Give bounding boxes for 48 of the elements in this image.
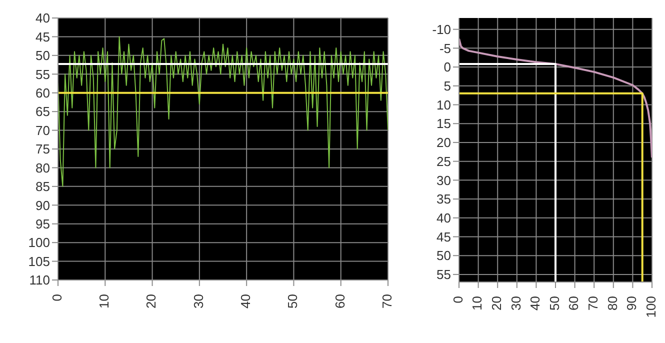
x-tick-label: 0 [49, 294, 64, 302]
x-tick-label: 70 [586, 296, 601, 310]
y-tick-label: 90 [36, 198, 50, 213]
x-tick-label: 80 [604, 296, 620, 310]
y-tick-label: 25 [436, 154, 451, 169]
y-tick-label: 10 [436, 97, 451, 112]
y-tick-label: -5 [439, 40, 451, 56]
y-tick-label: 85 [36, 179, 50, 194]
x-tick-label: 20 [144, 294, 159, 308]
y-tick-label: 75 [36, 142, 50, 157]
y-tick-label: 110 [29, 272, 50, 288]
y-tick-label: 15 [436, 116, 451, 132]
y-tick-label: 105 [28, 254, 50, 269]
x-tick-label: 30 [190, 294, 206, 308]
y-tick-label: 40 [436, 210, 451, 226]
x-tick-label: 100 [643, 296, 658, 318]
x-tick-label: 70 [379, 294, 394, 308]
y-tick-label: 0 [444, 60, 451, 75]
y-tick-label: 70 [36, 122, 50, 138]
y-tick-label: 50 [436, 248, 451, 264]
x-tick-label: 30 [508, 296, 524, 310]
y-tick-label: 55 [436, 267, 451, 282]
x-tick-label: 10 [470, 296, 485, 310]
x-tick-label: 50 [285, 294, 300, 308]
y-tick-label: 100 [28, 235, 50, 250]
y-tick-label: 55 [36, 66, 50, 82]
x-tick-label: 40 [238, 294, 254, 308]
y-tick-label: 30 [436, 172, 451, 188]
y-tick-label: 40 [36, 10, 50, 26]
x-tick-label: 20 [489, 296, 504, 310]
y-tick-label: 95 [36, 216, 50, 232]
y-tick-label: 45 [36, 29, 50, 44]
y-tick-label: 50 [36, 48, 50, 64]
y-tick-label: 80 [36, 160, 50, 176]
x-tick-label: 90 [624, 296, 640, 310]
x-tick-label: 60 [332, 294, 348, 308]
x-tick-label: 50 [546, 296, 562, 310]
y-tick-label: 20 [436, 135, 451, 150]
y-tick-label: 45 [436, 229, 451, 244]
y-tick-label: 65 [36, 104, 50, 120]
x-tick-label: 0 [450, 296, 466, 304]
x-tick-label: 10 [96, 294, 112, 308]
x-tick-label: 40 [528, 296, 543, 310]
y-tick-label: 60 [36, 85, 50, 100]
y-tick-label: 5 [444, 78, 451, 94]
y-tick-label: -10 [432, 22, 451, 37]
x-tick-label: 60 [566, 296, 582, 310]
y-tick-label: 35 [436, 192, 451, 207]
